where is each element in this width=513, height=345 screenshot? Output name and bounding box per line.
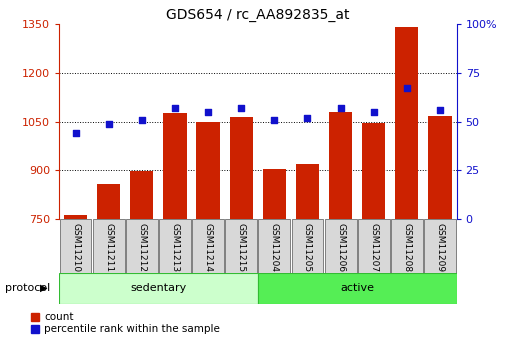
Point	[71, 130, 80, 136]
Point	[137, 117, 146, 122]
Text: protocol: protocol	[5, 283, 50, 293]
Bar	[259, 219, 290, 273]
Bar	[97, 184, 120, 219]
Text: ▶: ▶	[40, 283, 47, 293]
Point	[337, 105, 345, 111]
Text: GSM11208: GSM11208	[402, 223, 411, 273]
Bar	[396, 27, 419, 219]
Bar	[325, 219, 357, 273]
Bar	[296, 165, 319, 219]
Bar	[358, 219, 390, 273]
Bar	[428, 116, 451, 219]
Text: GSM11206: GSM11206	[336, 223, 345, 273]
Bar	[362, 123, 385, 219]
Point	[270, 117, 279, 122]
Legend: count, percentile rank within the sample: count, percentile rank within the sample	[31, 312, 220, 334]
Text: GSM11209: GSM11209	[436, 223, 444, 273]
Bar	[329, 112, 352, 219]
Bar	[159, 219, 191, 273]
Bar	[192, 219, 224, 273]
Point	[105, 121, 113, 126]
Bar	[424, 219, 456, 273]
Bar	[59, 273, 258, 304]
Text: GSM11211: GSM11211	[104, 223, 113, 273]
Bar	[230, 117, 253, 219]
Point	[171, 105, 179, 111]
Text: GSM11215: GSM11215	[236, 223, 246, 273]
Bar	[391, 219, 423, 273]
Text: GSM11212: GSM11212	[137, 223, 146, 272]
Title: GDS654 / rc_AA892835_at: GDS654 / rc_AA892835_at	[166, 8, 349, 22]
Bar	[291, 219, 323, 273]
Text: sedentary: sedentary	[130, 283, 187, 293]
Text: GSM11207: GSM11207	[369, 223, 378, 273]
Bar	[263, 169, 286, 219]
Text: GSM11205: GSM11205	[303, 223, 312, 273]
Bar	[60, 219, 91, 273]
Point	[237, 105, 245, 111]
Text: active: active	[340, 283, 374, 293]
Text: GSM11210: GSM11210	[71, 223, 80, 273]
Bar	[258, 273, 457, 304]
Text: GSM11214: GSM11214	[204, 223, 212, 272]
Bar	[130, 171, 153, 219]
Text: GSM11213: GSM11213	[170, 223, 180, 273]
Point	[303, 115, 311, 120]
Point	[403, 86, 411, 91]
Bar	[64, 215, 87, 219]
Bar	[126, 219, 157, 273]
Bar	[163, 114, 187, 219]
Bar	[93, 219, 125, 273]
Point	[436, 107, 444, 113]
Text: GSM11204: GSM11204	[270, 223, 279, 272]
Bar	[225, 219, 257, 273]
Point	[370, 109, 378, 115]
Bar	[196, 122, 220, 219]
Point	[204, 109, 212, 115]
